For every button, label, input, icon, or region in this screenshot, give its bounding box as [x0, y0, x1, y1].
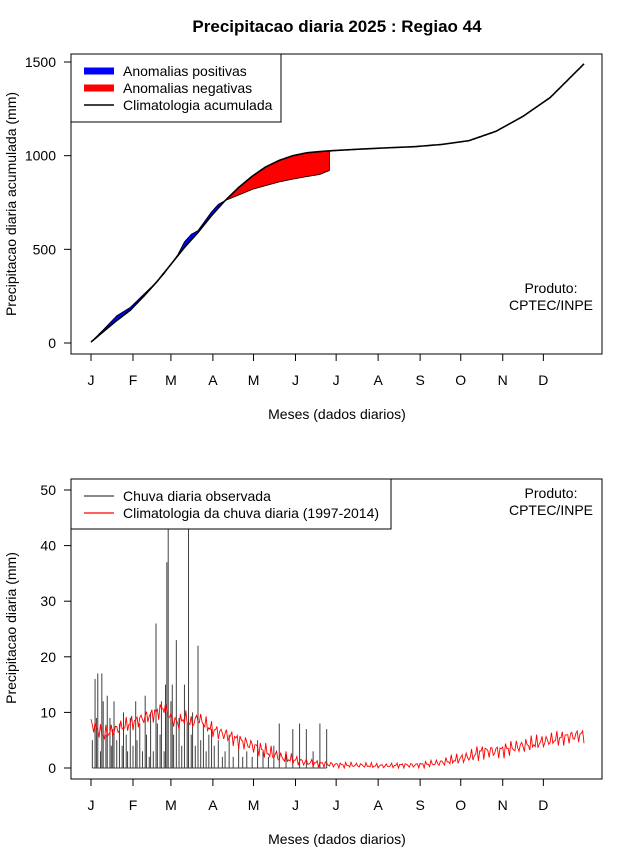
- y-tick-label-bottom: 40: [40, 538, 56, 554]
- x-tick-label-bottom: D: [538, 797, 548, 813]
- x-tick-label-top: S: [415, 372, 424, 388]
- x-tick-label-top: J: [88, 372, 95, 388]
- y-axis-bottom: 0 10 20 30 40 50: [40, 482, 72, 776]
- legend-bottom: Chuva diaria observada Climatologia da c…: [70, 478, 392, 530]
- x-tick-label-bottom: J: [292, 797, 299, 813]
- product-label-top: Produto:: [525, 280, 578, 296]
- y-tick-label-bottom: 0: [48, 760, 56, 776]
- cumulative-lines: [90, 63, 585, 343]
- x-tick-label-top: D: [538, 372, 548, 388]
- x-tick-label-bottom: A: [373, 797, 383, 813]
- legend-label-observed: Chuva diaria observada: [123, 488, 271, 504]
- x-tick-label-top: M: [165, 372, 177, 388]
- legend-box-bottom: [70, 478, 392, 530]
- x-tick-label-bottom: S: [415, 797, 424, 813]
- x-tick-label-top: O: [455, 372, 466, 388]
- x-axis-label-bottom: Meses (dados diarios): [268, 831, 406, 847]
- legend-label-climatology: Climatologia acumulada: [123, 97, 273, 113]
- y-tick-label-bottom: 50: [40, 482, 56, 498]
- y-tick-label-top: 1500: [25, 54, 56, 70]
- x-tick-label-top: M: [248, 372, 260, 388]
- y-axis-top: 0 500 1000 1500: [25, 54, 72, 351]
- chart-title: Precipitacao diaria 2025 : Regiao 44: [192, 17, 482, 36]
- legend-label-daily-climatology: Climatologia da chuva diaria (1997-2014): [123, 505, 379, 521]
- x-tick-label-top: F: [129, 372, 138, 388]
- x-tick-label-top: J: [292, 372, 299, 388]
- x-tick-label-top: N: [498, 372, 508, 388]
- x-tick-label-bottom: F: [129, 797, 138, 813]
- y-axis-label-top: Precipitacao diaria acumulada (mm): [3, 92, 19, 316]
- x-tick-label-bottom: M: [165, 797, 177, 813]
- climatology-daily-line: [90, 702, 585, 770]
- x-tick-label-bottom: J: [333, 797, 340, 813]
- x-tick-label-top: A: [373, 372, 383, 388]
- daily-panel: 0 10 20 30 40 50 J F M A M J J A S O N D Precipitacao di…: [3, 478, 603, 847]
- y-axis-label-bottom: Precipitacao diaria (mm): [3, 552, 19, 704]
- daily-bars: [91, 528, 328, 769]
- x-axis-label-top: Meses (dados diarios): [268, 406, 406, 422]
- x-tick-label-top: A: [208, 372, 218, 388]
- x-tick-label-top: J: [333, 372, 340, 388]
- x-tick-label-bottom: N: [498, 797, 508, 813]
- cumulative-panel: 0 500 1000 1500 J F M A M J J A S O N D Precipitacao d…: [3, 53, 603, 422]
- daily-climatology-line: [90, 702, 585, 770]
- x-tick-label-bottom: J: [88, 797, 95, 813]
- y-tick-label-bottom: 20: [40, 649, 56, 665]
- legend-top: Anomalias positivas Anomalias negativas …: [70, 53, 282, 123]
- legend-label-negative: Anomalias negativas: [123, 80, 252, 96]
- legend-label-positive: Anomalias positivas: [123, 63, 247, 79]
- y-tick-label-bottom: 30: [40, 593, 56, 609]
- product-name-top: CPTEC/INPE: [509, 297, 593, 313]
- x-tick-label-bottom: M: [248, 797, 260, 813]
- y-tick-label-top: 500: [33, 241, 57, 257]
- product-label-bottom: Produto:: [525, 485, 578, 501]
- y-tick-label-top: 0: [48, 335, 56, 351]
- x-tick-label-bottom: A: [208, 797, 218, 813]
- observed-cumulative-line: [90, 170, 330, 343]
- product-name-bottom: CPTEC/INPE: [509, 502, 593, 518]
- y-tick-label-bottom: 10: [40, 704, 56, 720]
- climatology-cumulative-line: [90, 63, 585, 343]
- y-tick-label-top: 1000: [25, 148, 56, 164]
- x-tick-label-bottom: O: [455, 797, 466, 813]
